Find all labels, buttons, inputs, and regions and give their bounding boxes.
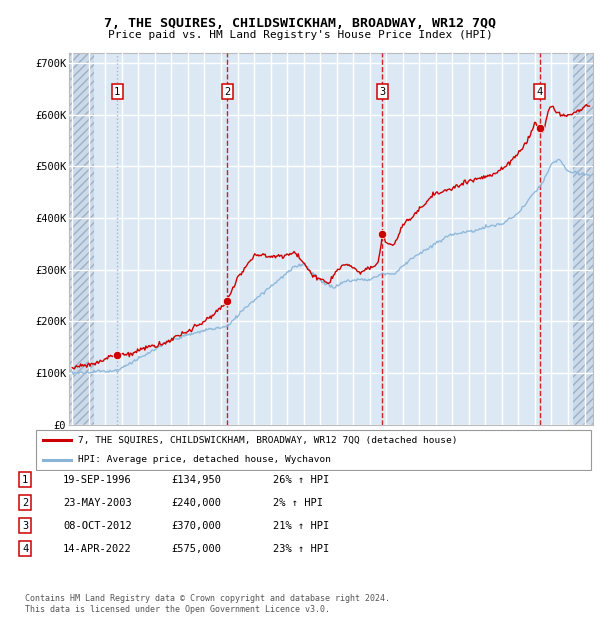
Text: 14-APR-2022: 14-APR-2022 xyxy=(63,544,132,554)
Bar xyxy=(573,53,593,425)
Text: 23% ↑ HPI: 23% ↑ HPI xyxy=(273,544,329,554)
Text: 26% ↑ HPI: 26% ↑ HPI xyxy=(273,475,329,485)
Text: HPI: Average price, detached house, Wychavon: HPI: Average price, detached house, Wych… xyxy=(78,455,331,464)
Text: £240,000: £240,000 xyxy=(171,498,221,508)
Text: Contains HM Land Registry data © Crown copyright and database right 2024.
This d: Contains HM Land Registry data © Crown c… xyxy=(25,595,390,614)
Text: 3: 3 xyxy=(379,87,386,97)
Bar xyxy=(69,53,94,425)
Text: 2% ↑ HPI: 2% ↑ HPI xyxy=(273,498,323,508)
Text: 08-OCT-2012: 08-OCT-2012 xyxy=(63,521,132,531)
Text: 7, THE SQUIRES, CHILDSWICKHAM, BROADWAY, WR12 7QQ (detached house): 7, THE SQUIRES, CHILDSWICKHAM, BROADWAY,… xyxy=(78,436,457,445)
Text: £134,950: £134,950 xyxy=(171,475,221,485)
Text: 3: 3 xyxy=(22,521,28,531)
Text: 7, THE SQUIRES, CHILDSWICKHAM, BROADWAY, WR12 7QQ: 7, THE SQUIRES, CHILDSWICKHAM, BROADWAY,… xyxy=(104,17,496,30)
Text: 1: 1 xyxy=(114,87,121,97)
Text: 21% ↑ HPI: 21% ↑ HPI xyxy=(273,521,329,531)
Text: 19-SEP-1996: 19-SEP-1996 xyxy=(63,475,132,485)
Text: 2: 2 xyxy=(22,498,28,508)
Text: 4: 4 xyxy=(536,87,543,97)
Text: 2: 2 xyxy=(224,87,230,97)
Text: 4: 4 xyxy=(22,544,28,554)
Text: £370,000: £370,000 xyxy=(171,521,221,531)
Text: 23-MAY-2003: 23-MAY-2003 xyxy=(63,498,132,508)
Text: £575,000: £575,000 xyxy=(171,544,221,554)
FancyBboxPatch shape xyxy=(36,430,591,470)
Text: 1: 1 xyxy=(22,475,28,485)
Text: Price paid vs. HM Land Registry's House Price Index (HPI): Price paid vs. HM Land Registry's House … xyxy=(107,30,493,40)
